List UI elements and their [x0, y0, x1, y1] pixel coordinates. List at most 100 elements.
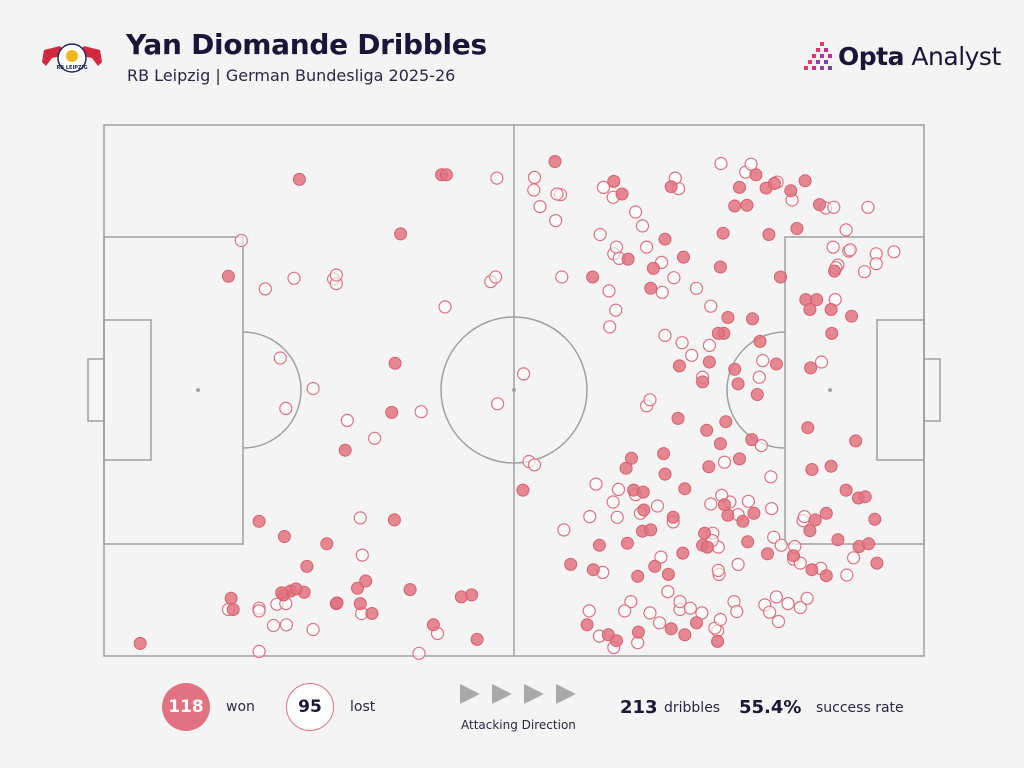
dribble-won-point — [620, 536, 634, 550]
dribble-lost-point — [689, 281, 704, 295]
dribble-won-point — [784, 184, 798, 198]
dribble-won-point — [718, 498, 731, 512]
opta-brand-icon — [804, 42, 832, 70]
dribble-lost-point — [527, 170, 542, 184]
dribble-lost-point — [557, 523, 571, 537]
dribble-lost-point — [549, 214, 563, 228]
dribble-won-point — [803, 303, 817, 316]
dribble-won-point — [813, 198, 826, 212]
dribble-won-point — [790, 222, 804, 235]
dribble-won-point — [672, 359, 686, 373]
dribble-won-point — [719, 415, 733, 429]
dribble-won-point — [676, 546, 690, 560]
dribble-lost-point — [814, 355, 829, 369]
dribble-lost-point — [639, 240, 654, 254]
dribble-lost-point — [800, 591, 814, 605]
right-six-yard-box — [876, 319, 925, 461]
centre-circle — [440, 316, 588, 464]
dribble-lost-point — [527, 458, 542, 472]
dribble-won-point — [619, 461, 633, 475]
dribble-won-point — [801, 421, 815, 435]
dribble-lost-point — [353, 511, 367, 525]
dribble-won-point — [678, 482, 692, 496]
dribble-lost-point — [527, 183, 541, 197]
dribble-won-point — [648, 559, 662, 573]
dribble-lost-point — [717, 455, 732, 469]
dribble-won-point — [824, 459, 838, 473]
success-rate-label: success rate — [816, 700, 904, 716]
dribble-lost-point — [661, 584, 675, 599]
dribble-lost-point — [826, 240, 840, 254]
dribble-won-point — [646, 261, 660, 275]
dribble-won-point — [592, 538, 606, 552]
dribble-won-point — [671, 411, 685, 425]
dribble-won-point — [365, 607, 379, 620]
dribble-won-point — [636, 485, 650, 499]
dribble-lost-point — [611, 482, 626, 496]
dribble-lost-point — [602, 284, 616, 298]
dribble-lost-point — [606, 495, 620, 509]
dribble-lost-point — [279, 401, 293, 415]
dribble-won-point — [677, 250, 690, 264]
dribble-won-point — [804, 361, 818, 375]
dribble-won-point — [808, 513, 822, 527]
dribble-won-point — [819, 569, 833, 583]
dribble-lost-point — [827, 200, 841, 214]
dribble-won-point — [733, 180, 746, 194]
dribble-lost-point — [704, 497, 718, 511]
dribble-lost-point — [857, 265, 872, 279]
dribble-won-point — [625, 451, 638, 465]
dribble-won-point — [644, 523, 658, 537]
dribble-won-point — [870, 556, 884, 570]
dribble-won-point — [289, 582, 303, 596]
dribble-won-point — [698, 526, 712, 540]
dribble-lost-point — [609, 240, 624, 254]
brand-name-light: Analyst — [911, 42, 1001, 71]
dribble-won-point — [470, 632, 484, 646]
dribble-lost-point — [438, 300, 452, 314]
dribble-lost-point — [589, 477, 603, 491]
won-label: won — [226, 699, 255, 715]
dribbles-count: 213 — [620, 697, 658, 718]
dribble-won-point — [690, 616, 703, 630]
dribble-won-point — [747, 506, 761, 520]
dribble-lost-point — [713, 612, 728, 627]
dribble-won-point — [338, 443, 352, 457]
dribble-lost-point — [273, 351, 287, 365]
success-rate-value: 55.4% — [739, 697, 802, 718]
attacking-direction-arrows-icon — [460, 684, 576, 704]
dribble-won-point — [700, 423, 714, 437]
page-title: Yan Diomande Dribbles — [126, 28, 487, 61]
dribble-won-point — [702, 355, 716, 369]
left-six-yard-box — [103, 319, 152, 461]
dribble-won-point — [607, 174, 621, 188]
dribble-lost-point — [582, 604, 596, 618]
dribble-lost-point — [756, 354, 770, 368]
dribble-won-point — [610, 634, 623, 648]
dribble-won-point — [320, 537, 334, 551]
dribble-lost-point — [628, 205, 643, 219]
dribble-lost-point — [730, 604, 744, 619]
dribble-lost-point — [839, 223, 853, 237]
dribble-won-point — [439, 168, 453, 182]
dribble-lost-point — [704, 299, 718, 313]
dribble-won-point — [426, 618, 440, 632]
dribble-lost-point — [516, 367, 531, 381]
dribble-lost-point — [846, 551, 861, 565]
dribble-lost-point — [769, 590, 784, 604]
dribble-won-point — [713, 437, 727, 451]
dribble-lost-point — [767, 530, 781, 544]
dribble-lost-point — [306, 622, 320, 637]
dribble-lost-point — [764, 470, 778, 484]
page-subtitle: RB Leipzig | German Bundesliga 2025-26 — [127, 66, 456, 85]
dribble-lost-point — [771, 614, 786, 629]
dribble-lost-point — [731, 557, 745, 572]
dribble-lost-point — [654, 550, 668, 564]
right-penalty-spot — [828, 388, 832, 392]
dribble-lost-point — [673, 594, 687, 609]
dribble-won-point — [762, 228, 776, 241]
dribble-lost-point — [774, 538, 788, 552]
dribble-lost-point — [643, 606, 657, 620]
won-count-badge: 118 — [162, 683, 210, 731]
dribble-won-point — [658, 232, 672, 246]
